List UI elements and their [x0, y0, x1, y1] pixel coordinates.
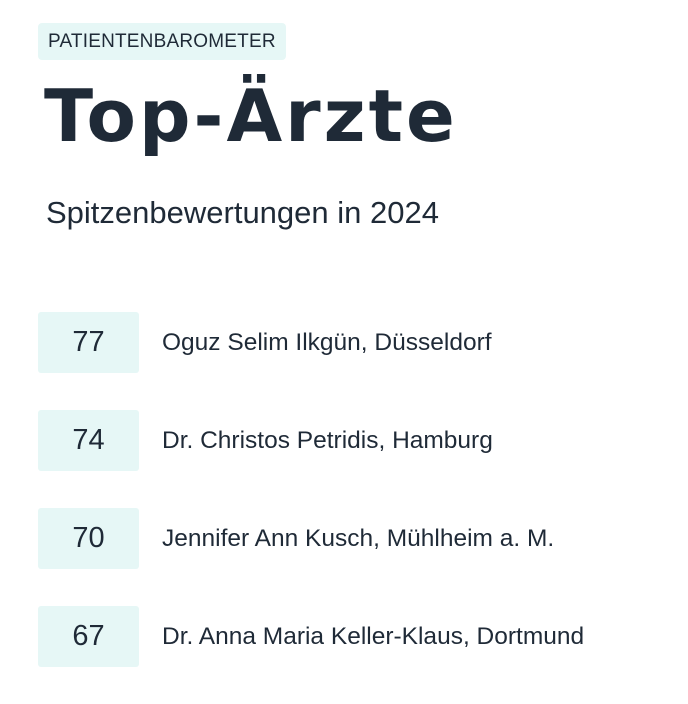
- score-badge: 74: [38, 410, 139, 471]
- ranking-row: 77 Oguz Selim Ilkgün, Düsseldorf: [38, 312, 678, 373]
- doctor-name: Dr. Christos Petridis, Hamburg: [162, 426, 493, 454]
- page-title: Top-Ärzte: [44, 74, 458, 158]
- ranking-row: 67 Dr. Anna Maria Keller-Klaus, Dortmund: [38, 606, 678, 667]
- score-badge: 70: [38, 508, 139, 569]
- doctor-name: Jennifer Ann Kusch, Mühlheim a. M.: [162, 524, 555, 552]
- ranking-row: 74 Dr. Christos Petridis, Hamburg: [38, 410, 678, 471]
- score-badge: 77: [38, 312, 139, 373]
- ranking-row: 70 Jennifer Ann Kusch, Mühlheim a. M.: [38, 508, 678, 569]
- doctor-ranking-list: 77 Oguz Selim Ilkgün, Düsseldorf 74 Dr. …: [38, 312, 678, 704]
- doctor-name: Oguz Selim Ilkgün, Düsseldorf: [162, 328, 492, 356]
- doctor-name: Dr. Anna Maria Keller-Klaus, Dortmund: [162, 622, 585, 650]
- category-badge: PATIENTENBAROMETER: [38, 23, 286, 60]
- page-subtitle: Spitzenbewertungen in 2024: [46, 195, 439, 230]
- score-badge: 67: [38, 606, 139, 667]
